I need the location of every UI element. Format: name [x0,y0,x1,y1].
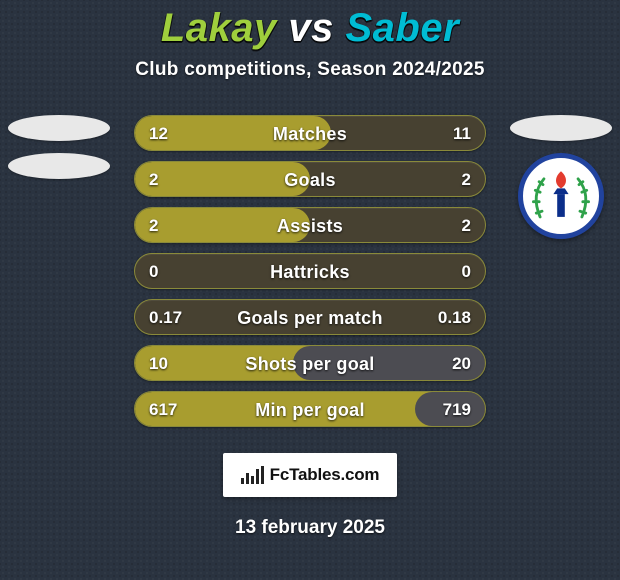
stats-table: 12Matches112Goals22Assists20Hattricks00.… [134,115,486,427]
stat-value-right: 2 [462,162,471,197]
stat-row: 0.17Goals per match0.18 [134,299,486,335]
player1-badges [4,115,114,179]
brand-text: FcTables.com [270,465,380,485]
stat-row: 2Goals2 [134,161,486,197]
date-text: 13 february 2025 [0,517,620,539]
player1-club-badge-1 [8,115,110,141]
title-vs: vs [288,6,334,50]
stat-label: Assists [135,208,485,243]
stat-label: Matches [135,116,485,151]
player1-name: Lakay [161,6,277,50]
stat-label: Goals [135,162,485,197]
player1-club-badge-2 [8,153,110,179]
stat-value-right: 2 [462,208,471,243]
stat-row: 617Min per goal719 [134,391,486,427]
brand-bars-icon [241,466,264,484]
stat-label: Min per goal [135,392,485,427]
subtitle: Club competitions, Season 2024/2025 [0,59,620,81]
stat-row: 2Assists2 [134,207,486,243]
brand-badge[interactable]: FcTables.com [223,453,397,497]
stat-row: 10Shots per goal20 [134,345,486,381]
stat-label: Shots per goal [135,346,485,381]
stat-row: 0Hattricks0 [134,253,486,289]
player2-club-badge-1 [510,115,612,141]
player2-name: Saber [346,6,460,50]
stat-row: 12Matches11 [134,115,486,151]
stat-value-right: 20 [452,346,471,381]
player2-club-crest [518,153,604,239]
page-title: Lakay vs Saber [0,6,620,51]
player2-badges [506,115,616,239]
stat-value-right: 0.18 [438,300,471,335]
stat-value-right: 0 [462,254,471,289]
stat-label: Hattricks [135,254,485,289]
stat-value-right: 11 [453,116,471,151]
stat-value-right: 719 [443,392,471,427]
stat-label: Goals per match [135,300,485,335]
crest-icon [523,158,599,234]
